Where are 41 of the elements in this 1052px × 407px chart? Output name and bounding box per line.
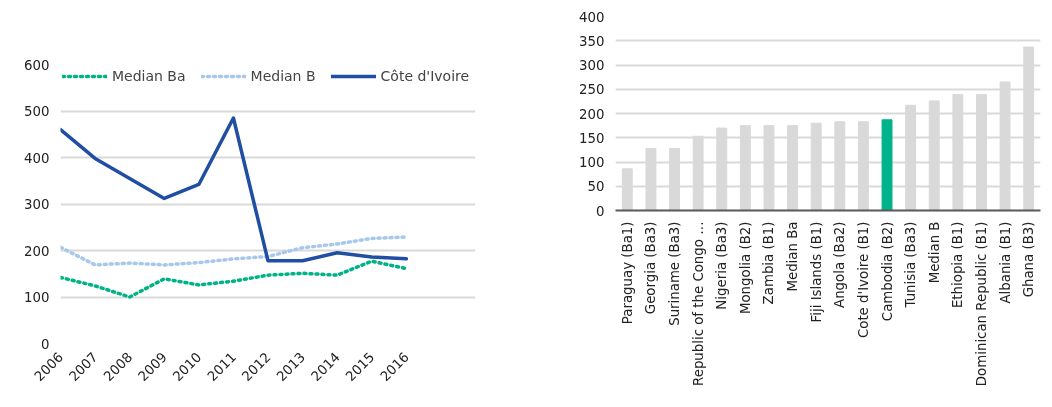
y-tick-label: 600 [24,57,50,73]
x-tick-label: Ethiopia (B1) [950,221,966,309]
y-tick-label: 150 [579,130,605,146]
y-tick-label: 0 [596,203,605,219]
x-tick-label: Median Ba [785,221,801,292]
x-tick-label: Fiji Islands (B1) [808,221,824,323]
x-tick-label: Nigeria (Ba3) [714,221,730,310]
y-tick-label: 400 [24,150,50,166]
y-tick-label: 250 [579,82,605,98]
legend-label: Côte d'Ivoire [380,68,470,84]
line-series [60,259,409,299]
line-series [60,235,409,267]
x-tick-label: Georgia (Ba3) [643,221,659,315]
x-tick-label: Paraguay (Ba1) [619,221,635,325]
x-tick-label: Albania (B1) [997,221,1013,304]
x-tick-label: Cambodia (B2) [879,221,895,322]
y-tick-label: 0 [41,336,50,352]
y-tick-label: 200 [579,106,605,122]
y-tick-label: 300 [579,58,605,73]
y-tick-label: 400 [579,9,605,25]
x-tick-label: Angola (Ba2) [832,221,848,308]
y-tick-label: 300 [24,197,50,212]
line-series [60,116,409,263]
bar [881,119,893,211]
x-tick-label: Republic of the Congo … [690,221,706,386]
y-tick-label: 100 [24,290,50,305]
legend-label: Median B [250,68,316,84]
x-tick-label: Dominican Republic (B1) [973,221,989,387]
x-tick-label: Mongolia (B2) [737,221,753,315]
legend-label: Median Ba [112,68,186,84]
x-tick-label: Zambia (B1) [761,221,777,305]
x-tick-label: Suriname (Ba3) [667,221,683,326]
y-tick-label: 350 [579,33,605,49]
x-tick-label: Tunisia (Ba3) [903,221,919,309]
x-tick-label: Ghana (B3) [1021,221,1037,298]
y-tick-label: 500 [24,104,50,119]
x-tick-label: Median B [926,221,942,284]
y-tick-label: 200 [24,243,50,259]
x-tick-label: Cote d'Ivoire (B1) [855,221,871,339]
y-tick-label: 100 [579,155,605,170]
y-tick-label: 50 [587,179,605,195]
